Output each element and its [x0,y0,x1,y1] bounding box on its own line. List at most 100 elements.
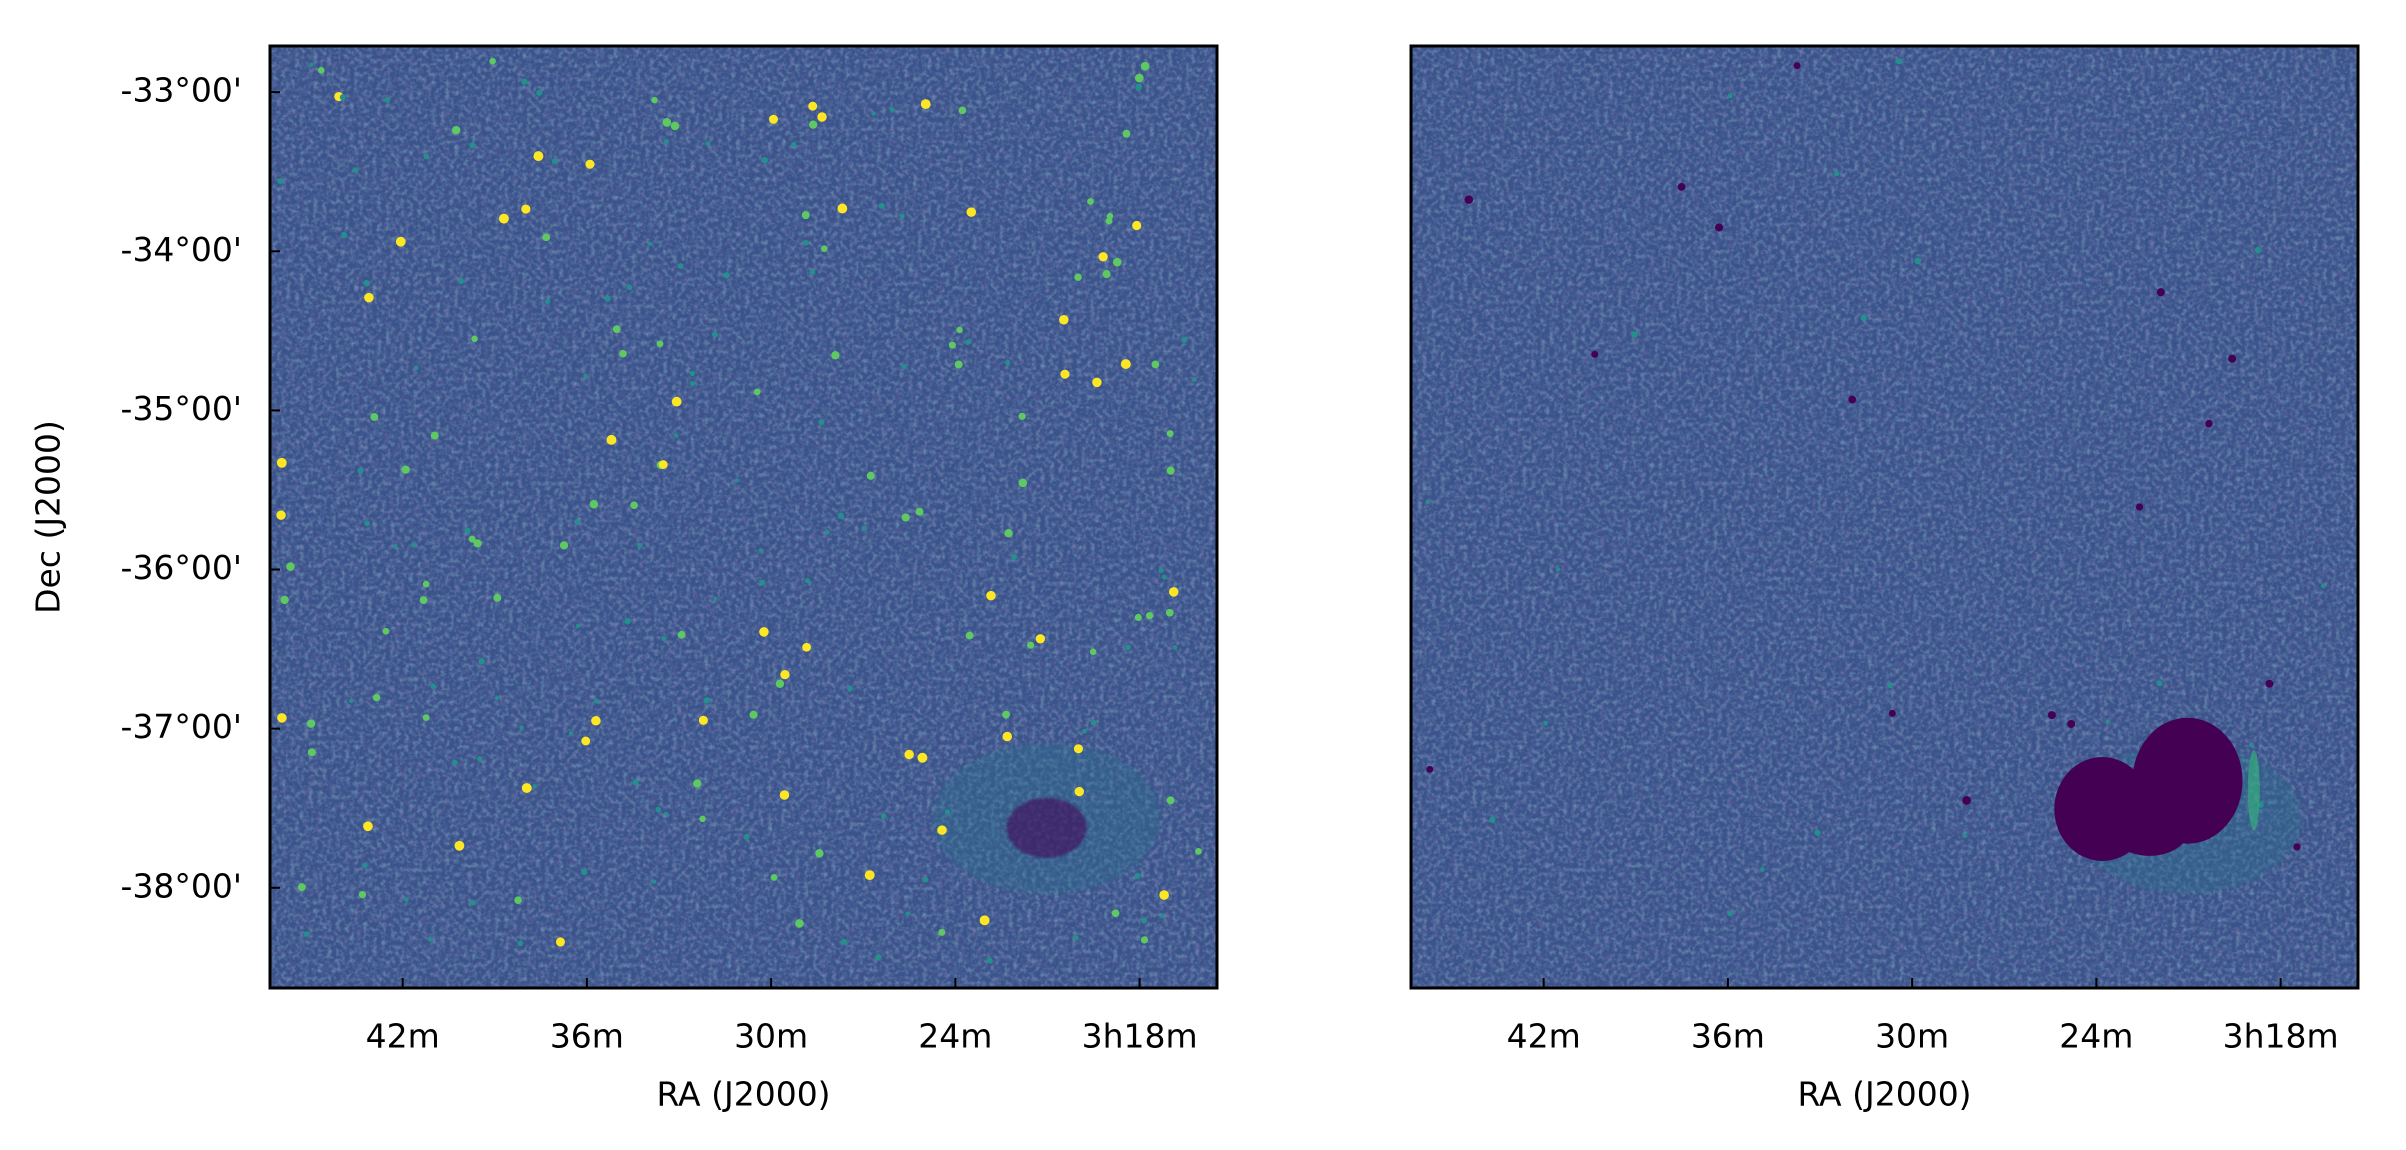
bright-rim [2247,750,2260,831]
source [753,388,761,396]
source [2248,742,2254,747]
y-tick-label: -37°00' [121,707,242,746]
x-tick-label: 24m [918,1017,992,1056]
source [358,890,367,899]
source [1168,587,1179,597]
source [473,539,482,548]
source [1727,93,1733,99]
source [1035,634,1046,644]
source [458,278,464,284]
source [1914,257,1921,265]
x-tick-label: 36m [550,1017,624,1056]
source [307,748,316,757]
x-tick-label: 30m [734,1017,808,1056]
source [901,513,910,522]
source [1092,377,1102,388]
source [297,883,306,892]
source [2156,680,2163,687]
source [937,825,947,835]
source [1098,252,1108,262]
source [403,897,409,902]
source [1074,273,1082,281]
source [661,635,667,641]
source [1105,217,1113,225]
source [1962,833,1968,839]
source [690,381,696,387]
source [1005,359,1011,366]
source [759,579,766,586]
source [384,97,391,103]
source [2265,679,2274,688]
source [362,862,368,869]
source [1134,872,1141,879]
source [1715,223,1724,232]
source [775,679,785,688]
source [637,542,643,548]
source [954,360,963,369]
source [372,693,381,702]
source [1727,911,1733,917]
source [2321,583,2326,589]
source [585,159,595,169]
x-tick-label: 42m [366,1017,440,1056]
source [1426,765,1434,773]
source [521,204,531,214]
source [986,957,993,964]
source [1191,377,1197,382]
x-tick-label: 24m [2059,1017,2133,1056]
sky-image [1411,46,2358,988]
source [791,141,797,147]
dark-region [2109,799,2190,856]
source [606,434,617,445]
source [878,202,885,209]
source [2205,419,2213,428]
source [1159,913,1165,919]
source [469,900,476,906]
source [423,153,430,160]
source [677,263,684,269]
source [1120,359,1131,369]
x-tick-label: 30m [1875,1017,1949,1056]
source [875,954,882,961]
source [693,779,702,788]
source [749,710,758,719]
source [920,99,931,110]
source [464,527,471,534]
source [594,698,600,704]
source [818,419,825,425]
source [938,928,946,936]
source [581,869,588,876]
source [917,752,928,763]
source [815,849,824,858]
source [1002,710,1010,719]
source [1793,62,1801,70]
source [802,239,809,246]
source [1060,369,1070,379]
source [1464,195,1474,204]
source [761,157,768,164]
source [923,877,929,883]
source [317,66,325,74]
source [1161,574,1167,580]
source [468,535,476,543]
source [831,351,840,360]
source [395,236,406,247]
source [1090,719,1097,726]
source [864,870,875,881]
source [889,106,895,112]
source [1860,314,1867,322]
y-tick-label: -36°00' [121,548,242,587]
source [370,413,379,421]
source [352,167,359,173]
source [1141,917,1147,924]
source [519,725,524,730]
source [1018,478,1028,488]
source [471,335,478,343]
source [871,111,876,116]
source [1556,567,1561,572]
source [759,627,769,637]
source [647,241,653,246]
dark-region [1006,797,1087,858]
source [652,879,657,884]
source [2293,843,2301,851]
